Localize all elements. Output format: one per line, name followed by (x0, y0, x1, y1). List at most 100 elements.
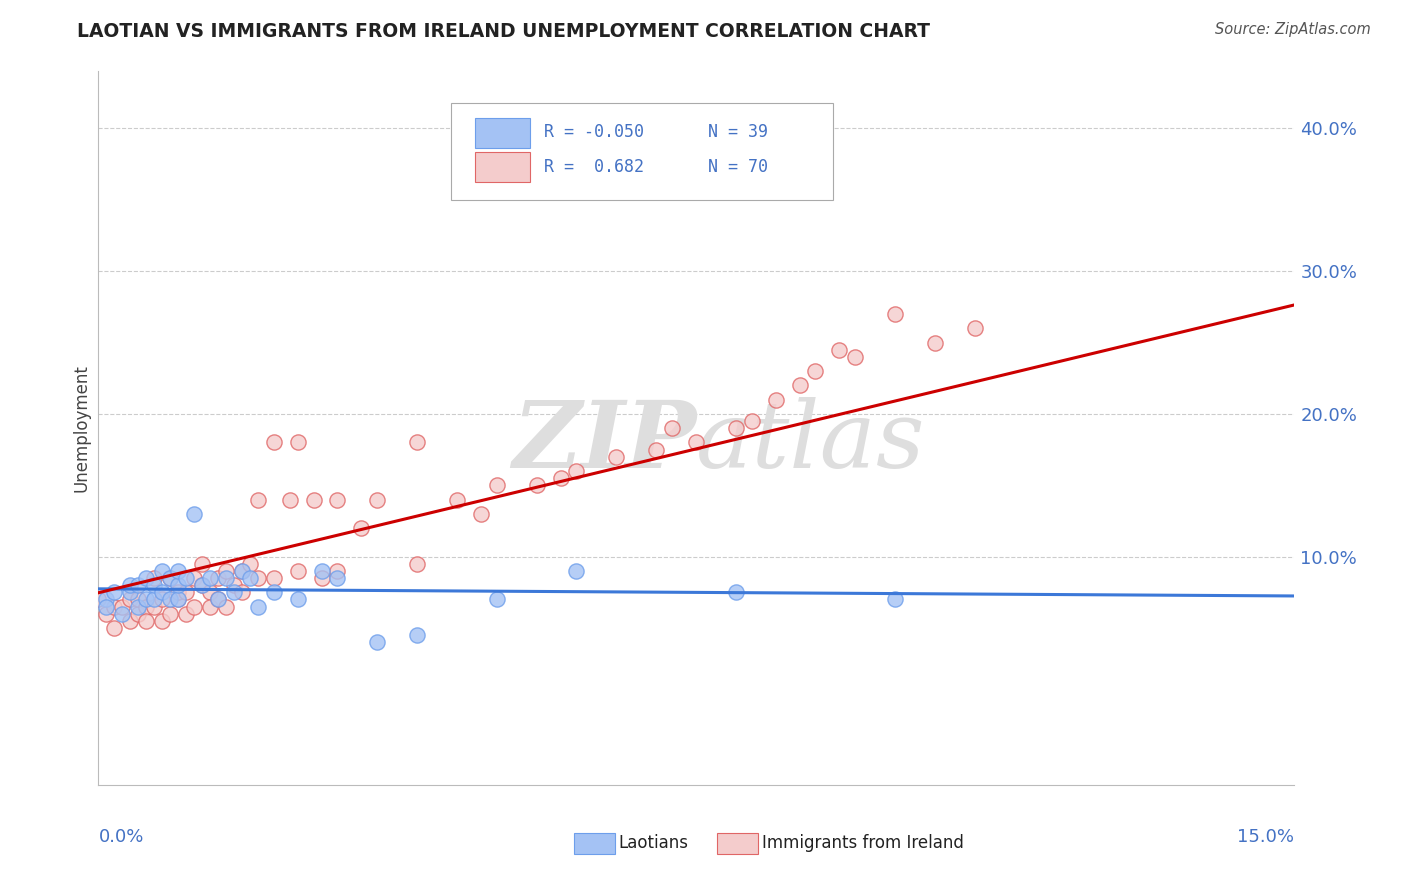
Text: Immigrants from Ireland: Immigrants from Ireland (762, 835, 963, 853)
Point (239, 557, 262, 571)
Point (159, 571, 181, 585)
Point (111, 599, 134, 614)
Point (565, 564, 588, 578)
Text: 15.0%: 15.0% (1236, 828, 1294, 846)
Point (311, 571, 333, 585)
Point (828, 343, 851, 357)
Point (103, 621, 125, 635)
Point (135, 614, 157, 628)
Point (191, 578, 214, 592)
Point (741, 414, 763, 428)
Point (191, 557, 214, 571)
Point (120, 592, 142, 607)
Point (215, 564, 238, 578)
Point (263, 585, 285, 599)
Point (246, 599, 269, 614)
Point (150, 614, 173, 628)
Point (143, 571, 166, 585)
Point (485, 478, 508, 492)
Point (167, 585, 190, 599)
Point (231, 564, 253, 578)
Point (789, 378, 811, 392)
Point (174, 571, 197, 585)
Point (150, 564, 173, 578)
Point (96, 599, 118, 614)
Point (215, 599, 238, 614)
FancyBboxPatch shape (717, 833, 758, 855)
Point (207, 571, 229, 585)
Point (326, 492, 349, 507)
Point (645, 442, 668, 457)
Point (550, 471, 572, 485)
Point (884, 592, 907, 607)
Point (135, 571, 157, 585)
Point (198, 599, 221, 614)
FancyBboxPatch shape (574, 833, 614, 855)
Point (183, 571, 205, 585)
Y-axis label: Unemployment: Unemployment (72, 364, 90, 492)
Point (183, 507, 205, 521)
Point (446, 492, 468, 507)
Point (127, 607, 149, 621)
Point (103, 585, 125, 599)
Point (222, 585, 245, 599)
FancyBboxPatch shape (451, 103, 834, 200)
Point (215, 571, 238, 585)
Point (127, 599, 149, 614)
Point (287, 435, 309, 450)
Text: 0.0%: 0.0% (98, 828, 143, 846)
Point (685, 435, 707, 450)
Point (222, 578, 245, 592)
FancyBboxPatch shape (475, 118, 530, 148)
Point (765, 392, 787, 407)
Point (246, 571, 269, 585)
Point (485, 592, 508, 607)
Point (183, 599, 205, 614)
Point (159, 607, 181, 621)
Point (96, 592, 118, 607)
Text: R = -0.050: R = -0.050 (544, 123, 644, 141)
Point (96, 607, 118, 621)
Point (207, 592, 229, 607)
Point (191, 578, 214, 592)
Point (143, 592, 166, 607)
Point (127, 592, 149, 607)
Point (302, 492, 325, 507)
Point (287, 564, 309, 578)
Point (174, 607, 197, 621)
Point (127, 578, 149, 592)
Text: N = 39: N = 39 (709, 123, 768, 141)
Point (174, 585, 197, 599)
Point (406, 435, 429, 450)
Point (278, 492, 301, 507)
Point (605, 450, 627, 464)
Point (526, 478, 548, 492)
Point (198, 571, 221, 585)
Point (239, 571, 262, 585)
Point (366, 635, 388, 649)
Point (231, 585, 253, 599)
Point (406, 557, 429, 571)
Point (207, 592, 229, 607)
Point (120, 614, 142, 628)
Point (231, 564, 253, 578)
Point (661, 421, 683, 435)
Point (198, 585, 221, 599)
Point (326, 564, 349, 578)
Point (263, 571, 285, 585)
Point (287, 592, 309, 607)
Text: atlas: atlas (696, 398, 925, 487)
Point (159, 592, 181, 607)
Point (724, 585, 747, 599)
Point (167, 592, 190, 607)
Point (150, 585, 173, 599)
Text: Source: ZipAtlas.com: Source: ZipAtlas.com (1215, 22, 1371, 37)
Point (804, 364, 827, 378)
Point (103, 599, 125, 614)
Point (167, 592, 190, 607)
Point (366, 492, 388, 507)
Point (143, 599, 166, 614)
Point (326, 571, 349, 585)
Point (963, 321, 986, 335)
Point (406, 628, 429, 642)
